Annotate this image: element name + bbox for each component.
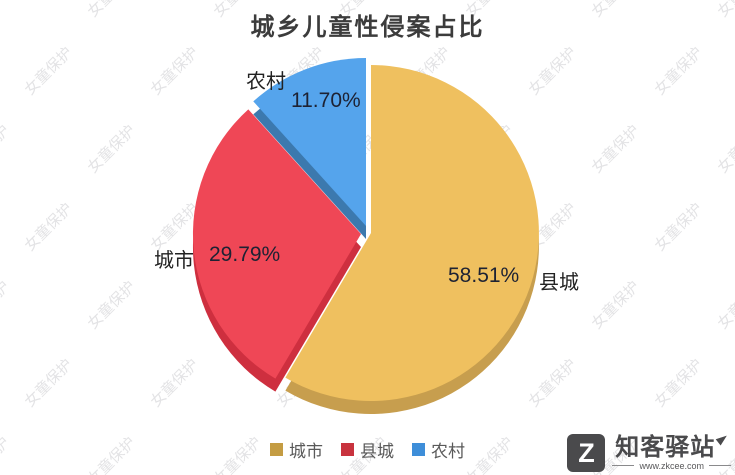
legend-label: 县城 [360, 442, 394, 461]
slice-nongcun [253, 57, 366, 226]
legend-label: 农村 [431, 442, 465, 461]
logo-name: 知客驿站 [615, 434, 716, 462]
slice-chengshi [192, 109, 361, 379]
slice-pct-xiancheng: 58.51% [448, 264, 520, 287]
slice-name-xiancheng: 县城 [539, 272, 579, 294]
logo-z-icon: Z [567, 434, 606, 472]
legend-item-chengshi: 城市 [270, 437, 323, 462]
brand-logo: Z 知客驿站 www.zkcee.com [567, 432, 731, 472]
slice-pct-chengshi: 29.79% [209, 243, 281, 266]
pennant-icon [715, 432, 730, 446]
legend-label: 城市 [289, 442, 323, 461]
chart-title: 城乡儿童性侵案占比 [250, 14, 485, 41]
legend-swatch-blue [412, 443, 425, 456]
pie-top-layer [192, 57, 539, 401]
legend-item-nongcun: 农村 [412, 437, 465, 462]
slice-name-chengshi: 城市 [154, 250, 194, 272]
logo-url-text: www.zkcee.com [639, 460, 704, 471]
slice-xiancheng [285, 65, 539, 401]
slice-name-nongcun: 农村 [246, 71, 286, 93]
logo-url: www.zkcee.com [612, 461, 731, 471]
legend-item-xiancheng: 县城 [341, 437, 394, 462]
legend-swatch-yellow [270, 443, 283, 456]
legend-swatch-red [341, 443, 354, 456]
legend: 城市 县城 农村 [0, 437, 735, 462]
slice-pct-nongcun: 11.70% [291, 89, 361, 112]
